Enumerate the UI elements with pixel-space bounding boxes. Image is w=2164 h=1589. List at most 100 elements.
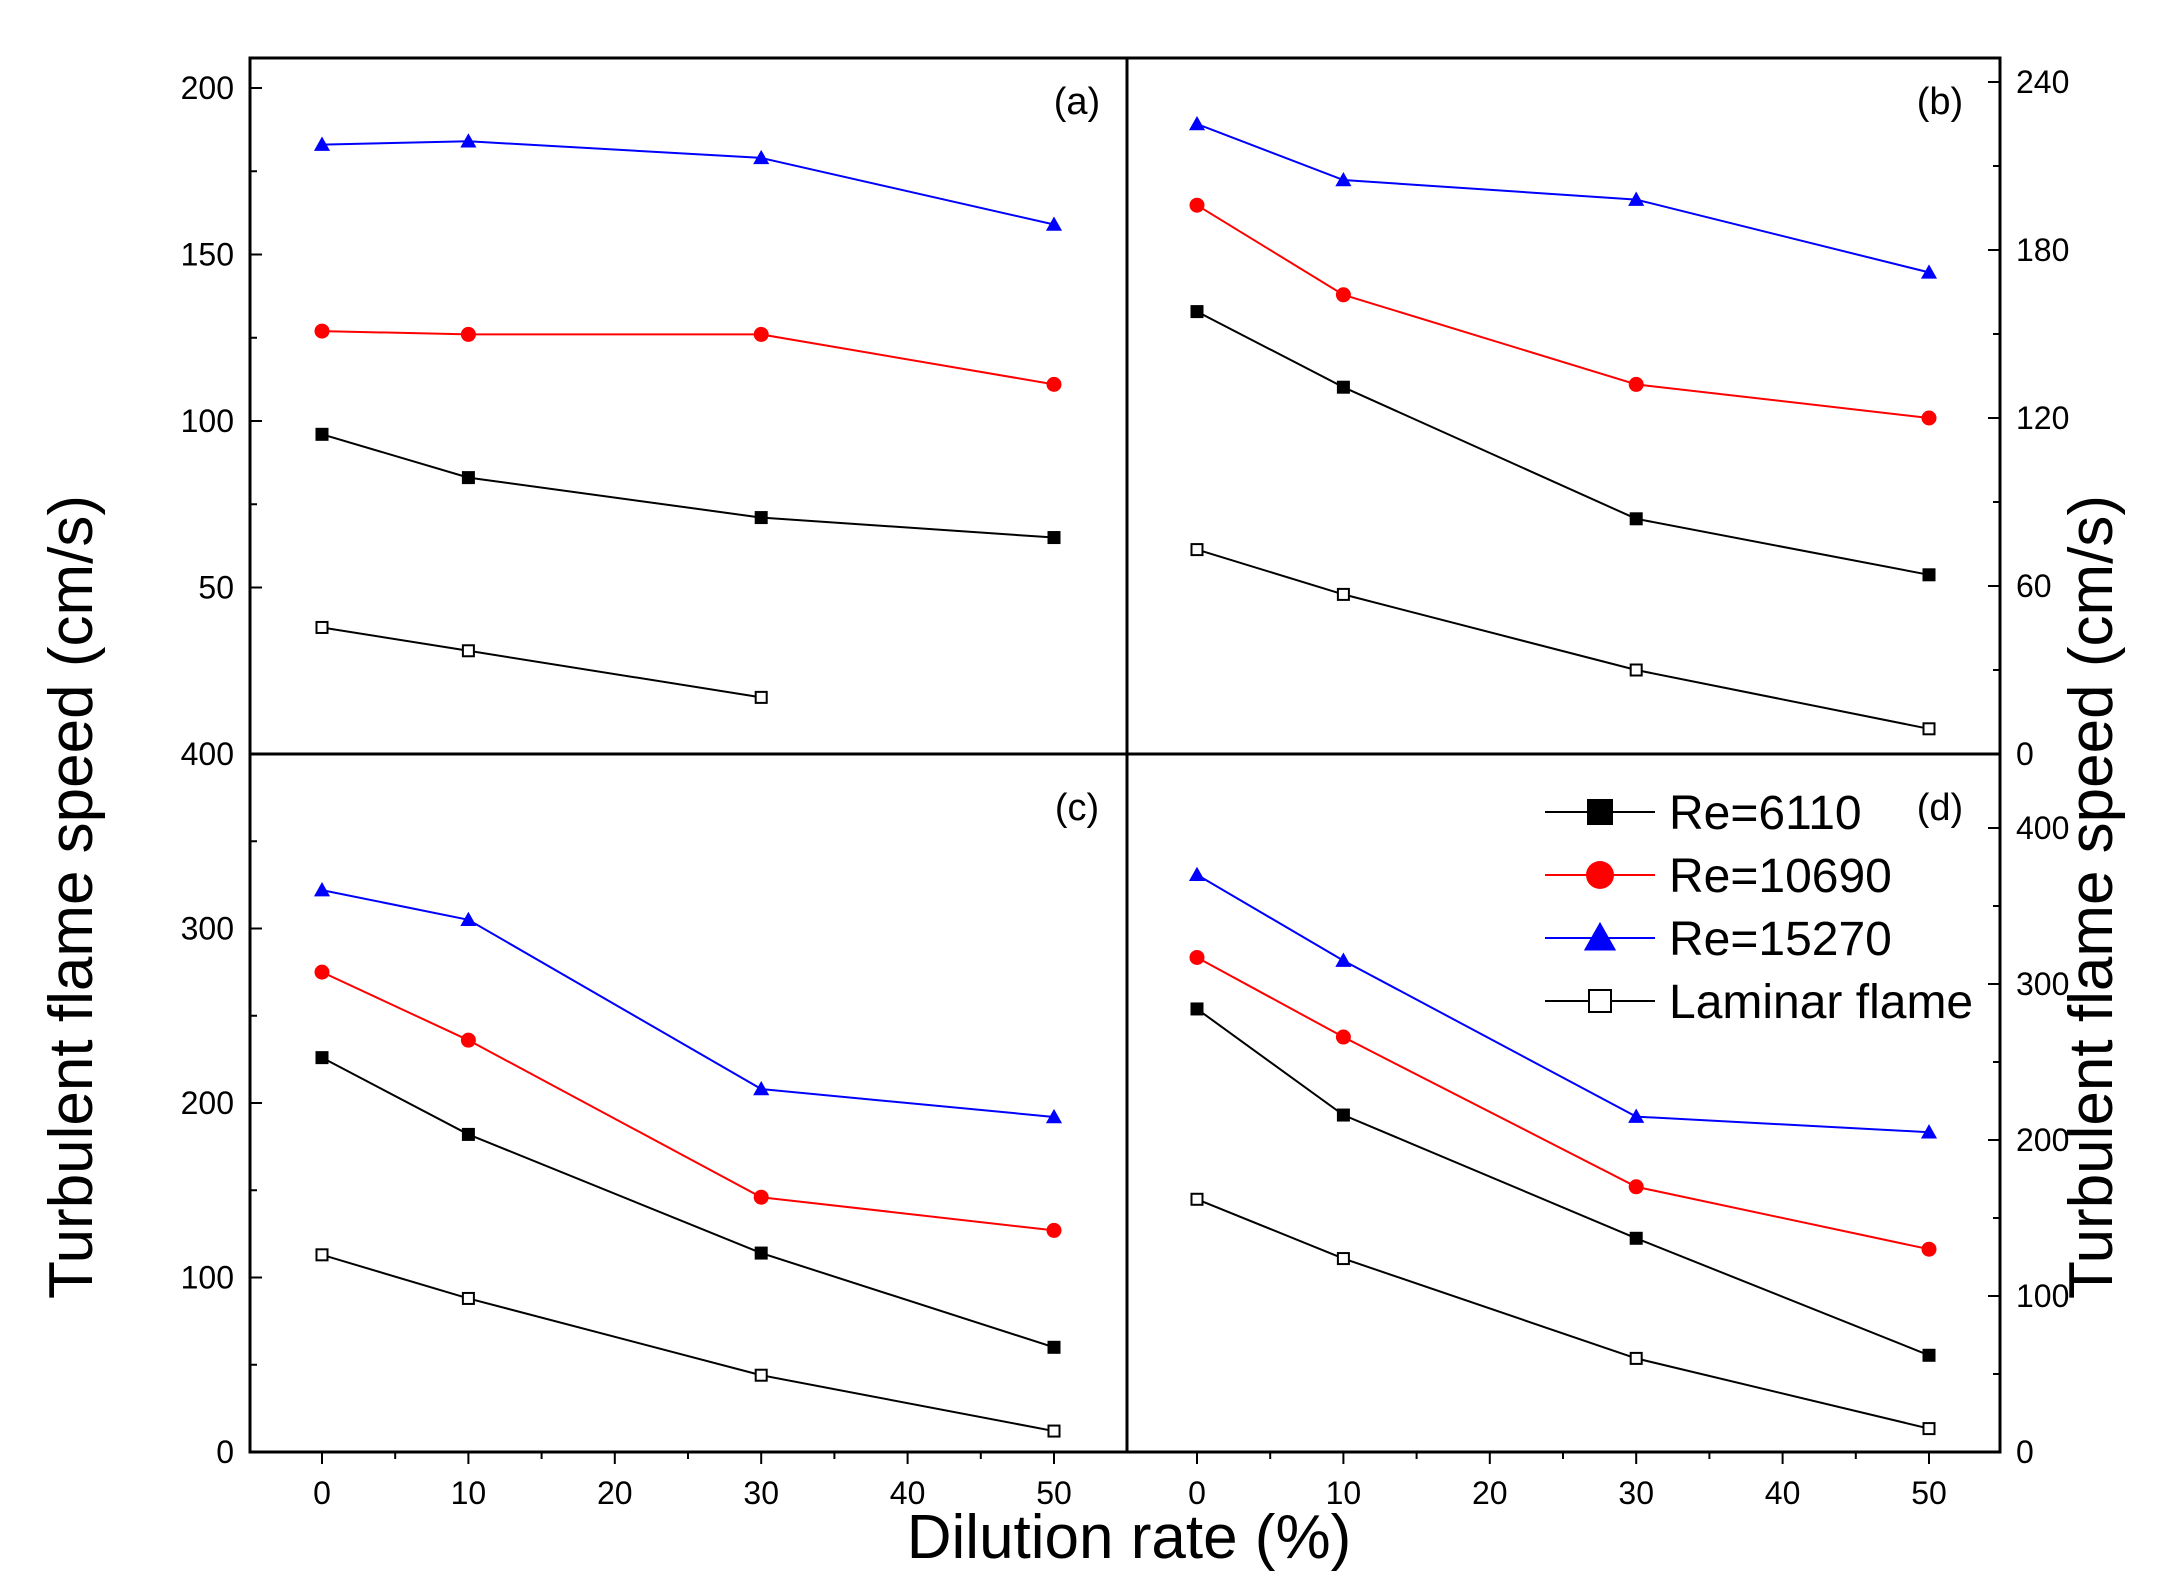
legend-marker <box>1587 799 1613 825</box>
x-tick-label: 40 <box>1765 1475 1801 1511</box>
data-point <box>1045 1108 1063 1124</box>
series-line <box>321 1056 1055 1349</box>
data-point <box>1335 287 1351 303</box>
data-point <box>1190 1192 1204 1206</box>
data-point <box>1921 1241 1937 1257</box>
series-laminar-flame <box>1190 543 1936 736</box>
data-point <box>1047 1340 1061 1354</box>
data-point <box>460 911 477 927</box>
data-point <box>1629 1231 1643 1245</box>
y-tick-label: 100 <box>181 403 234 439</box>
legend-marker <box>1586 861 1614 889</box>
series-laminar-flame <box>315 620 768 704</box>
series-re-6110 <box>315 1051 1061 1354</box>
data-point <box>1045 216 1063 231</box>
series-laminar-flame <box>315 1248 1061 1438</box>
series-re-15270 <box>1188 115 1938 279</box>
series-line <box>1196 123 1930 274</box>
data-point <box>1188 115 1206 131</box>
series-line <box>321 889 1055 1118</box>
series-re-6110 <box>1190 305 1936 582</box>
data-point <box>1920 1124 1938 1139</box>
data-point <box>1922 1348 1936 1362</box>
series-re-15270 <box>313 882 1063 1124</box>
data-point <box>1336 380 1350 394</box>
data-point <box>1921 410 1937 426</box>
x-tick-label: 0 <box>313 1475 331 1511</box>
data-point <box>1046 376 1062 392</box>
series-line <box>1196 548 1930 730</box>
data-point <box>1920 264 1938 279</box>
series-re-10690 <box>1189 949 1937 1257</box>
panel-d: 0 10 20 30 40 50 0 100 200 300 400 (d) <box>1188 787 2069 1511</box>
panel-label: (b) <box>1917 81 1963 123</box>
data-point <box>315 427 329 441</box>
series-re-10690 <box>314 964 1062 1238</box>
series-re-10690 <box>1189 197 1937 426</box>
panel-c: 0 10 20 30 40 50 0 100 200 300 400 (c) <box>181 736 1100 1511</box>
x-axis-title: Dilution rate (%) <box>907 1503 1351 1572</box>
series-line <box>1196 204 1930 419</box>
y-axis-title-right: Turbulent flame speed (cm/s) <box>2057 495 2126 1299</box>
series-line <box>321 971 1055 1232</box>
panel-label: (a) <box>1054 81 1100 123</box>
data-point <box>315 1051 329 1065</box>
y-tick-label: 200 <box>181 1085 234 1121</box>
y-tick-label: 150 <box>181 237 234 273</box>
y-tick-label: 180 <box>2016 232 2069 268</box>
legend: Re=6110 Re=10690 Re=15270 Laminar flame <box>1545 787 1973 1029</box>
y-tick-label: 60 <box>2016 568 2052 604</box>
data-point <box>1189 949 1205 965</box>
y-tick-label: 200 <box>181 70 234 106</box>
data-point <box>1335 952 1352 967</box>
y-tick-label: 50 <box>198 570 234 606</box>
data-point <box>1628 191 1645 206</box>
data-point <box>461 644 475 658</box>
data-point <box>1336 1108 1350 1122</box>
legend-label: Re=6110 <box>1669 787 1862 840</box>
y-tick-label: 400 <box>181 736 234 772</box>
panel-label: (c) <box>1055 787 1099 829</box>
legend-item: Re=15270 <box>1545 913 1892 966</box>
legend-item: Re=10690 <box>1545 850 1892 903</box>
series-line <box>1196 310 1930 576</box>
y-tick-label: 100 <box>181 1260 234 1296</box>
series-line <box>1196 1198 1930 1430</box>
data-point <box>754 1246 768 1260</box>
x-tick-label: 10 <box>451 1475 487 1511</box>
x-tick-label: 0 <box>1188 1475 1206 1511</box>
data-point <box>461 471 475 485</box>
legend-label: Re=10690 <box>1669 850 1892 903</box>
x-tick-label: 20 <box>597 1475 633 1511</box>
data-point <box>1189 197 1205 213</box>
x-tick-label: 20 <box>1472 1475 1508 1511</box>
data-point <box>1629 512 1643 526</box>
data-point <box>461 1291 475 1305</box>
y-tick-label: 120 <box>2016 400 2069 436</box>
x-tick-label: 50 <box>1036 1475 1072 1511</box>
y-tick-label: 240 <box>2016 64 2069 100</box>
series-re-15270 <box>1188 866 1938 1139</box>
data-point <box>1922 568 1936 582</box>
data-point <box>754 511 768 525</box>
data-point <box>314 964 330 980</box>
y-tick-label: 0 <box>2016 736 2034 772</box>
data-point <box>1628 376 1644 392</box>
data-point <box>1922 722 1936 736</box>
series-re-10690 <box>314 323 1062 392</box>
legend-label: Re=15270 <box>1669 913 1892 966</box>
data-point <box>1336 587 1350 601</box>
series-line <box>1196 956 1930 1251</box>
series-line <box>321 626 762 699</box>
legend-marker <box>1583 921 1617 951</box>
data-point <box>314 323 330 339</box>
data-point <box>1629 1351 1643 1365</box>
data-point <box>1336 1252 1350 1266</box>
x-tick-label: 30 <box>743 1475 779 1511</box>
series-line <box>1196 873 1930 1134</box>
data-point <box>753 1080 770 1096</box>
x-tick-label: 10 <box>1326 1475 1362 1511</box>
data-point <box>754 690 768 704</box>
data-point <box>461 1127 475 1141</box>
series-line <box>1196 1008 1930 1357</box>
